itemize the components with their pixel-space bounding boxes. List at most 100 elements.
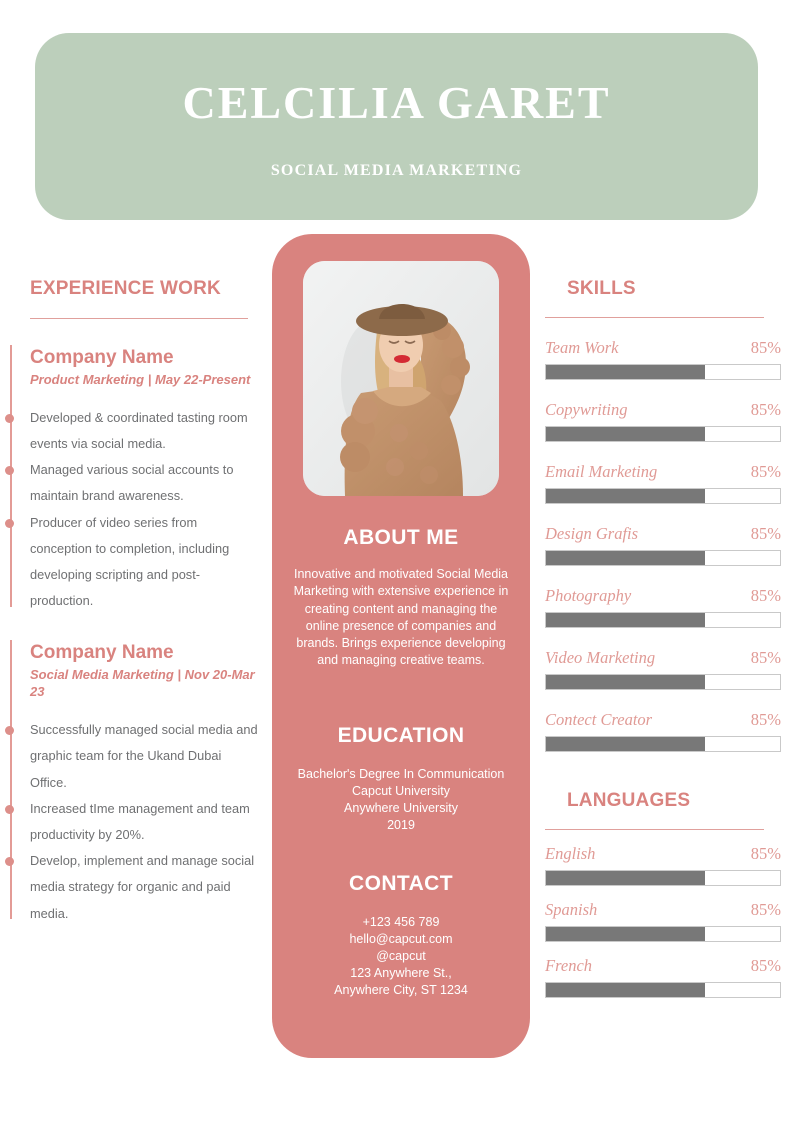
language-label: French: [545, 956, 593, 975]
job-role-dates: Product Marketing | May 22-Present: [30, 371, 251, 387]
skill-list: Team Work 85% Copywriting 85% Email Marketin…: [545, 338, 781, 752]
avatar: [303, 261, 499, 496]
education-section: EDUCATION Bachelor's Degree In Communica…: [272, 724, 530, 834]
header-banner: CELCILIA GARET SOCIAL MEDIA MARKETING: [35, 33, 758, 220]
skill-header: Photography 85%: [545, 586, 781, 606]
skill-percent: 85%: [750, 462, 781, 481]
skill-header: Design Grafis 85%: [545, 524, 781, 544]
contact-line: @capcut: [376, 948, 426, 963]
timeline-line: [10, 345, 12, 607]
skill-percent: 85%: [750, 648, 781, 667]
skill: Video Marketing 85%: [545, 648, 781, 690]
skill-label: Contect Creator: [545, 710, 653, 729]
language: English 85%: [545, 844, 781, 886]
job-bullet-list: Developed & coordinated tasting room eve…: [5, 405, 260, 615]
section-divider: [545, 829, 764, 830]
contact-line: 123 Anywhere St.,: [350, 965, 452, 980]
bullet-dot-icon: [5, 804, 14, 814]
skills-column: SKILLS Team Work 85% Copywriting 85% Email M…: [545, 278, 781, 998]
contact-line: hello@capcut.com: [349, 931, 453, 946]
language-progress-fill: [546, 983, 706, 997]
portrait-photo-icon: [303, 261, 499, 496]
language-percent: 85%: [750, 844, 781, 863]
skill: Email Marketing 85%: [545, 462, 781, 504]
skill-label: Design Grafis: [545, 524, 639, 543]
job-bullet: Developed & coordinated tasting room eve…: [5, 405, 260, 457]
skill-progress-bar: [545, 612, 781, 628]
job-list: Company Name Product Marketing | May 22-P…: [0, 345, 260, 927]
bullet-dot-icon: [5, 466, 14, 476]
skill: Design Grafis 85%: [545, 524, 781, 566]
language: Spanish 85%: [545, 900, 781, 942]
skill: Contect Creator 85%: [545, 710, 781, 752]
header-subtitle: SOCIAL MEDIA MARKETING: [270, 161, 523, 179]
job-bullet: Successfully managed social media and gr…: [5, 717, 260, 796]
skill-progress-fill: [546, 427, 706, 441]
skill-percent: 85%: [750, 586, 781, 605]
job-entry: Company Name Product Marketing | May 22-P…: [0, 345, 260, 615]
language-progress-bar: [545, 926, 781, 942]
job-bullet: Increased tIme management and team produ…: [5, 796, 260, 848]
education-line: Capcut University: [352, 783, 450, 798]
language-label: English: [545, 844, 596, 863]
bullet-dot-icon: [5, 413, 14, 423]
skill-progress-bar: [545, 736, 781, 752]
skill-progress-fill: [546, 613, 706, 627]
section-title-contact: CONTACT: [349, 872, 453, 895]
section-title-experience: EXPERIENCE WORK: [30, 278, 221, 299]
skill: Copywriting 85%: [545, 400, 781, 442]
profile-panel: ABOUT ME Innovative and motivated Social…: [272, 234, 530, 1058]
job-company-name: Company Name: [30, 642, 174, 664]
job-company-name: Company Name: [30, 347, 174, 368]
skill: Team Work 85%: [545, 338, 781, 380]
skill-label: Team Work: [545, 338, 619, 357]
language: French 85%: [545, 956, 781, 998]
language-progress-bar: [545, 870, 781, 886]
language-list: English 85% Spanish 85% French 85%: [545, 844, 781, 998]
skill-percent: 85%: [750, 524, 781, 543]
skill-label: Email Marketing: [545, 462, 658, 481]
language-progress-fill: [546, 927, 706, 941]
bullet-dot-icon: [5, 518, 14, 528]
section-title-about: ABOUT ME: [343, 526, 459, 549]
skill-progress-bar: [545, 364, 781, 380]
skill-header: Video Marketing 85%: [545, 648, 781, 668]
language-header: Spanish 85%: [545, 900, 781, 920]
job-entry: Company Name Social Media Marketing | Nov…: [0, 640, 260, 927]
skill-header: Copywriting 85%: [545, 400, 781, 420]
bullet-dot-icon: [5, 726, 14, 736]
section-divider: [545, 317, 764, 318]
language-header: French 85%: [545, 956, 781, 976]
contact-section: CONTACT +123 456 789 hello@capcut.com @cap…: [272, 872, 530, 998]
skill-progress-bar: [545, 426, 781, 442]
contact-line: +123 456 789: [362, 915, 440, 929]
about-me-section: ABOUT ME Innovative and motivated Social…: [272, 526, 530, 670]
experience-column: EXPERIENCE WORK Company Name Product Mark…: [0, 278, 260, 927]
language-progress-bar: [545, 982, 781, 998]
skill-progress-fill: [546, 551, 706, 565]
bullet-dot-icon: [5, 857, 14, 867]
language-progress-fill: [546, 871, 706, 885]
about-text: Innovative and motivated Social Media Ma…: [293, 567, 509, 668]
job-bullet: Managed various social accounts to maint…: [5, 457, 260, 509]
contact-line: Anywhere City, ST 1234: [334, 982, 468, 997]
language-header: English 85%: [545, 844, 781, 864]
section-title-languages: LANGUAGES: [567, 790, 691, 811]
skill-percent: 85%: [750, 338, 781, 357]
skill-percent: 85%: [750, 400, 781, 419]
skill-progress-fill: [546, 489, 706, 503]
skill-progress-bar: [545, 674, 781, 690]
contact-details: +123 456 789 hello@capcut.com @capcut 123 A…: [272, 914, 530, 998]
section-divider: [30, 318, 248, 319]
languages-section: LANGUAGES English 85% Spanish 85% French 85%: [545, 790, 781, 998]
skill-header: Email Marketing 85%: [545, 462, 781, 482]
timeline-line: [10, 640, 12, 920]
education-line: Bachelor's Degree In Communication: [297, 767, 505, 781]
education-line: Anywhere University: [344, 800, 458, 815]
skill-label: Copywriting: [545, 400, 628, 419]
skill-percent: 85%: [750, 710, 781, 729]
education-line: 2019: [387, 817, 415, 832]
job-bullet-list: Successfully managed social media and gr…: [5, 717, 260, 927]
skill-header: Team Work 85%: [545, 338, 781, 358]
section-title-education: EDUCATION: [337, 724, 465, 747]
